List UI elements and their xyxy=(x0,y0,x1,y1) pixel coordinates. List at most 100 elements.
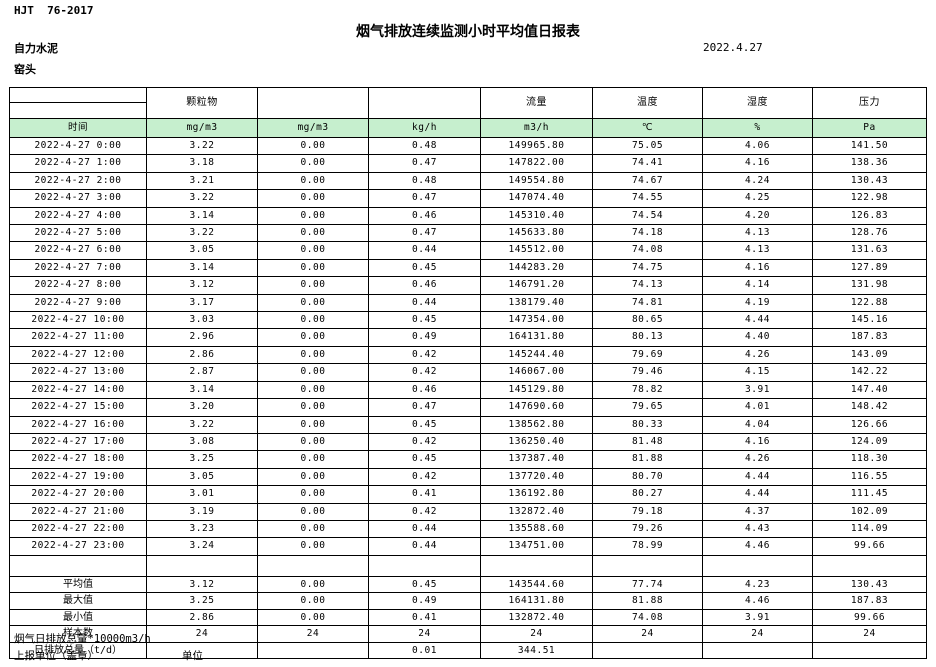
time-cell: 2022-4-27 7:00 xyxy=(9,258,147,278)
time-cell: 2022-4-27 13:00 xyxy=(9,363,147,382)
value-cell: 4.01 xyxy=(702,398,813,417)
value-cell: 122.98 xyxy=(812,189,927,208)
value-cell: 4.13 xyxy=(702,241,813,260)
value-cell: 3.22 xyxy=(146,136,258,156)
value-cell: 80.65 xyxy=(592,311,703,330)
value-cell: 3.22 xyxy=(146,224,258,243)
unit-header-cell: mg/m3 xyxy=(146,118,258,138)
value-cell: 147074.40 xyxy=(480,189,593,208)
flow-unit-note: 烟气日排放总量*10000m3/h xyxy=(14,633,151,645)
data-row: 2022-4-27 1:00 3.18 0.00 0.47 147822.00 74.41… xyxy=(9,154,927,173)
blank-cell xyxy=(368,554,481,577)
group-header-cell xyxy=(257,87,369,119)
summary-value-cell: 77.74 xyxy=(592,575,703,594)
value-cell: 3.03 xyxy=(146,311,258,330)
value-cell: 0.42 xyxy=(368,432,481,452)
data-row: 2022-4-27 0:00 3.22 0.00 0.48 149965.80 75.05… xyxy=(9,136,927,156)
value-cell: 0.42 xyxy=(368,363,481,382)
value-cell: 3.14 xyxy=(146,258,258,278)
value-cell: 0.47 xyxy=(368,189,481,208)
value-cell: 0.00 xyxy=(257,363,369,382)
report-date: 2022.4.27 xyxy=(703,41,763,54)
data-row: 2022-4-27 11:00 2.96 0.00 0.49 164131.80 80.1… xyxy=(9,328,927,347)
value-cell: 136250.40 xyxy=(480,432,593,452)
value-cell: 147822.00 xyxy=(480,154,593,173)
time-cell: 2022-4-27 17:00 xyxy=(9,432,147,452)
value-cell: 0.00 xyxy=(257,154,369,173)
summary-value-cell: 3.12 xyxy=(146,575,258,594)
summary-row: 样本数 24 24 24 24 24 24 24 xyxy=(9,625,927,643)
value-cell: 74.54 xyxy=(592,206,703,226)
value-cell: 0.00 xyxy=(257,450,369,469)
blank-cell xyxy=(812,554,927,577)
summary-value-cell: 0.00 xyxy=(257,575,369,594)
blank-cell xyxy=(257,554,369,577)
data-row: 2022-4-27 20:00 3.01 0.00 0.41 136192.80 80.2… xyxy=(9,485,927,504)
value-cell: 0.48 xyxy=(368,171,481,191)
data-row: 2022-4-27 23:00 3.24 0.00 0.44 134751.00 78.9… xyxy=(9,537,927,556)
value-cell: 102.09 xyxy=(812,502,927,521)
value-cell: 116.55 xyxy=(812,467,927,487)
value-cell: 3.21 xyxy=(146,171,258,191)
value-cell: 137387.40 xyxy=(480,450,593,469)
value-cell: 3.91 xyxy=(702,380,813,400)
value-cell: 138.36 xyxy=(812,154,927,173)
time-cell: 2022-4-27 1:00 xyxy=(9,154,147,173)
value-cell: 146791.20 xyxy=(480,276,593,295)
data-row: 2022-4-27 7:00 3.14 0.00 0.45 144283.20 74.75… xyxy=(9,258,927,278)
value-cell: 4.44 xyxy=(702,311,813,330)
summary-value-cell: 0.49 xyxy=(368,592,481,610)
value-cell: 4.40 xyxy=(702,328,813,347)
value-cell: 0.47 xyxy=(368,398,481,417)
value-cell: 0.41 xyxy=(368,485,481,504)
value-cell: 80.70 xyxy=(592,467,703,487)
value-cell: 78.99 xyxy=(592,537,703,556)
value-cell: 0.00 xyxy=(257,189,369,208)
value-cell: 3.08 xyxy=(146,432,258,452)
value-cell: 143.09 xyxy=(812,345,927,365)
value-cell: 0.47 xyxy=(368,154,481,173)
value-cell: 4.16 xyxy=(702,432,813,452)
time-cell: 2022-4-27 23:00 xyxy=(9,537,147,556)
value-cell: 0.00 xyxy=(257,485,369,504)
unit-header-cell: m3/h xyxy=(480,118,593,138)
value-cell: 79.46 xyxy=(592,363,703,382)
time-cell: 2022-4-27 4:00 xyxy=(9,206,147,226)
value-cell: 0.00 xyxy=(257,136,369,156)
value-cell: 147.40 xyxy=(812,380,927,400)
time-cell: 2022-4-27 21:00 xyxy=(9,502,147,521)
summary-row: 平均值 3.12 0.00 0.45 143544.60 77.74 4.23 130.43 xyxy=(9,575,927,594)
value-cell: 4.25 xyxy=(702,189,813,208)
value-cell: 0.00 xyxy=(257,345,369,365)
value-cell: 0.48 xyxy=(368,136,481,156)
value-cell: 99.66 xyxy=(812,537,927,556)
time-cell: 2022-4-27 8:00 xyxy=(9,276,147,295)
value-cell: 132872.40 xyxy=(480,502,593,521)
value-cell: 4.46 xyxy=(702,537,813,556)
value-cell: 137720.40 xyxy=(480,467,593,487)
summary-value-cell: 99.66 xyxy=(812,608,927,627)
table-head: 颗粒物 流量 温度 湿度 压力 时间 mg/m3 mg/m3 kg/h m3/h ℃% Pa xyxy=(9,87,927,138)
value-cell: 124.09 xyxy=(812,432,927,452)
value-cell: 0.00 xyxy=(257,258,369,278)
page-title: 烟气排放连续监测小时平均值日报表 xyxy=(356,24,580,40)
value-cell: 79.26 xyxy=(592,519,703,539)
blank-cell xyxy=(592,554,703,577)
data-row: 2022-4-27 3:00 3.22 0.00 0.47 147074.40 74.55… xyxy=(9,189,927,208)
value-cell: 0.44 xyxy=(368,293,481,313)
data-row: 2022-4-27 2:00 3.21 0.00 0.48 149554.80 74.67… xyxy=(9,171,927,191)
time-cell: 2022-4-27 14:00 xyxy=(9,380,147,400)
value-cell: 114.09 xyxy=(812,519,927,539)
value-cell: 131.98 xyxy=(812,276,927,295)
value-cell: 0.44 xyxy=(368,537,481,556)
value-cell: 3.01 xyxy=(146,485,258,504)
group-header-cell xyxy=(368,87,481,119)
value-cell: 81.48 xyxy=(592,432,703,452)
summary-value-cell: 4.46 xyxy=(702,592,813,610)
value-cell: 135588.60 xyxy=(480,519,593,539)
value-cell: 4.15 xyxy=(702,363,813,382)
value-cell: 4.24 xyxy=(702,171,813,191)
value-cell: 0.00 xyxy=(257,241,369,260)
value-cell: 4.19 xyxy=(702,293,813,313)
value-cell: 4.43 xyxy=(702,519,813,539)
